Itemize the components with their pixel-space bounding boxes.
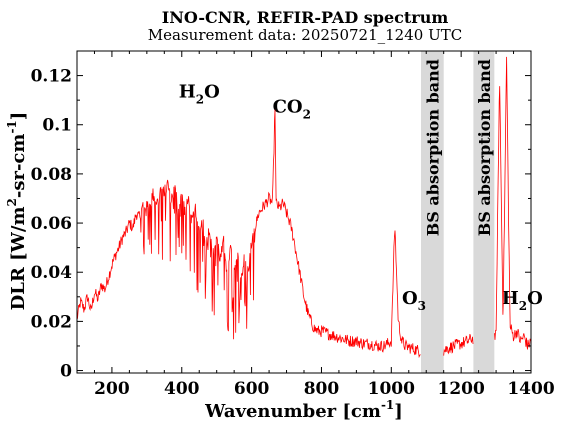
- y-axis-label-p3: ]: [8, 112, 29, 121]
- x-axis-label: Wavenumber [cm-1]: [204, 398, 403, 422]
- y-axis-label-p1: DLR [W/m: [8, 206, 29, 310]
- absorption-band-1: [420, 51, 444, 373]
- chart-subtitle: Measurement data: 20250721_1240 UTC: [148, 26, 462, 44]
- x-tick-label: 1400: [507, 379, 554, 399]
- x-axis-label-sup: -1: [381, 398, 394, 412]
- absorption-band-label-2: BS absorption band: [475, 59, 494, 236]
- annotation-4: H2O: [502, 288, 543, 313]
- y-axis-label-s1: 2: [5, 198, 19, 206]
- x-tick-label: 600: [234, 379, 270, 399]
- annotation-sub: 3: [418, 299, 426, 313]
- y-tick-label: 0: [60, 362, 72, 382]
- annotation-sub: 2: [303, 107, 311, 121]
- x-tick-label: 200: [94, 379, 130, 399]
- series-layer: [76, 56, 532, 359]
- y-axis-label-s2: -1: [5, 120, 19, 133]
- y-axis-label-p2: -sr-cm: [8, 134, 29, 199]
- annotation-tail: O: [204, 82, 220, 103]
- y-tick-label: 0.1: [42, 116, 72, 136]
- x-tick-label: 1000: [368, 379, 415, 399]
- plot-frame: [76, 50, 532, 374]
- annotation-2: CO2: [273, 96, 311, 121]
- y-axis-label: DLR [W/m2-sr-cm-1]: [5, 112, 29, 311]
- y-tick-label: 0.04: [31, 263, 73, 283]
- annotation-base: CO: [273, 96, 303, 117]
- y-tick-label: 0.06: [31, 214, 72, 234]
- x-tick-label: 400: [164, 379, 200, 399]
- x-axis-label-end: ]: [394, 401, 403, 422]
- annotation-base: H: [179, 82, 196, 103]
- annotation-tail: O: [527, 288, 543, 309]
- chart-title: INO-CNR, REFIR-PAD spectrum: [162, 8, 449, 27]
- spectrum-line-1: [76, 56, 532, 359]
- y-tick-label: 0.12: [31, 67, 72, 87]
- annotation-base: O: [402, 288, 418, 309]
- y-tick-label: 0.02: [31, 312, 72, 332]
- x-tick-label: 1200: [437, 379, 484, 399]
- bands-layer: BS absorption band BS absorption band: [420, 51, 495, 373]
- annotation-sub: 2: [519, 299, 527, 313]
- x-axis-label-main: Wavenumber [cm: [204, 401, 381, 422]
- absorption-band-label-1: BS absorption band: [423, 59, 442, 236]
- annotation-3: O3: [402, 288, 426, 313]
- annotation-sub: 2: [196, 93, 204, 107]
- annotation-1: H2O: [179, 82, 220, 107]
- absorption-band-2: [473, 51, 495, 373]
- x-tick-label: 800: [304, 379, 340, 399]
- annotation-base: H: [502, 288, 519, 309]
- y-tick-label: 0.08: [31, 165, 72, 185]
- ticks-layer: 200 400 600 800 1000 1200 1400 0 0.02 0.04 0.06 0.0…: [31, 51, 555, 399]
